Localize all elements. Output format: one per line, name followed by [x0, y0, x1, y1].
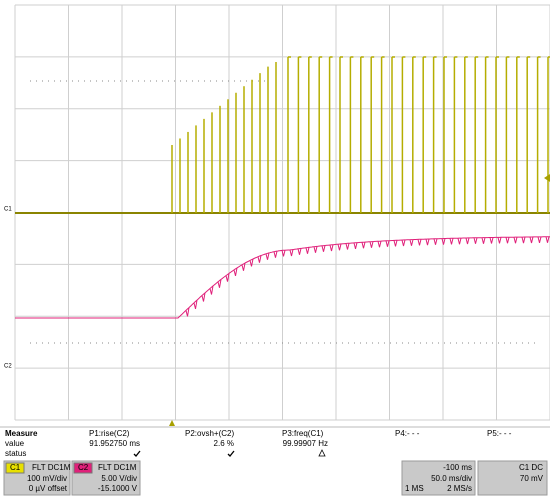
param-name: P5:- - -	[487, 429, 512, 438]
offset: 0 µV offset	[29, 484, 68, 493]
row-label: value	[5, 439, 25, 448]
vdiv: 5.00 V/div	[101, 474, 137, 483]
timebase-panel[interactable]	[401, 460, 476, 496]
time-div: 50.0 ms/div	[431, 474, 472, 483]
vdiv: 100 mV/div	[27, 474, 67, 483]
c2-badge	[73, 462, 93, 474]
row-label: status	[5, 449, 26, 458]
trigger-panel[interactable]	[477, 460, 548, 496]
sample-rate: 2 MS/s	[447, 484, 472, 493]
memory: 1 MS	[405, 484, 424, 493]
param-name: P3:freq(C1)	[282, 429, 324, 438]
graticule	[14, 4, 550, 421]
measure-header: Measure	[5, 429, 38, 438]
status-warning	[318, 449, 326, 457]
trigger-source: C1 DC	[519, 463, 543, 472]
trigger-position-marker	[169, 420, 175, 426]
delay: -100 ms	[443, 463, 472, 472]
c2-marker: C2	[4, 364, 12, 370]
c1-badge	[5, 462, 25, 474]
status-ok	[133, 450, 141, 457]
status-ok	[227, 450, 235, 457]
badge-label: C1	[10, 463, 21, 472]
c2-trace	[15, 236, 550, 319]
badge-label: C2	[78, 463, 89, 472]
param-value: 91.952750 ms	[89, 439, 140, 448]
coupling: FLT DC1M	[98, 463, 137, 472]
trigger-level: 70 mV	[520, 474, 544, 483]
param-name: P1:rise(C2)	[89, 429, 130, 438]
param-value: 2.6 %	[214, 439, 234, 448]
offset: -15.1000 V	[98, 484, 138, 493]
coupling: FLT DC1M	[32, 463, 71, 472]
param-name: P2:ovsh+(C2)	[185, 429, 234, 438]
param-value: 99.99907 Hz	[283, 439, 328, 448]
trigger-level-marker	[544, 174, 550, 182]
param-name: P4:- - -	[395, 429, 420, 438]
c1-trace	[15, 56, 550, 214]
c1-marker: C1	[4, 207, 12, 213]
